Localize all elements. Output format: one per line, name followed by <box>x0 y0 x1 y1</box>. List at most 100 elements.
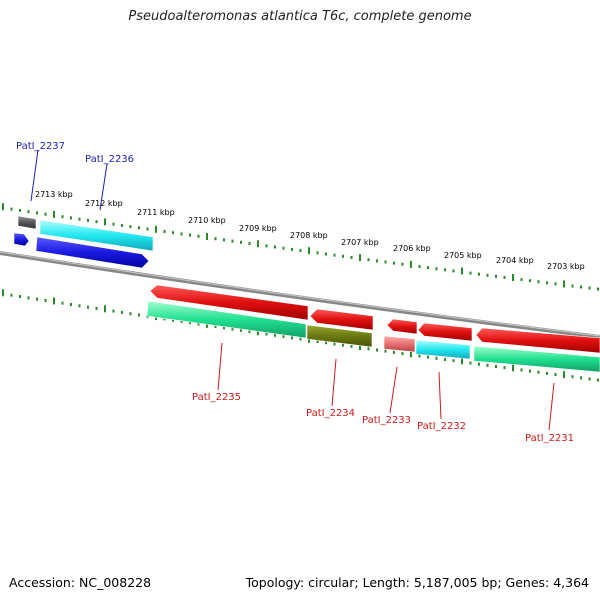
scale-label: 2704 kbp <box>496 256 534 265</box>
scale-tick <box>384 260 387 264</box>
forward-strand-features <box>13 215 154 269</box>
scale-tick <box>469 271 472 275</box>
scale-tick <box>2 203 4 211</box>
scale-tick <box>520 368 523 372</box>
scale-tick <box>537 280 540 284</box>
cds-feature-red-2231[interactable] <box>475 327 600 354</box>
gene-label-patI-2231[interactable]: PatI_2231 <box>525 433 574 444</box>
scale-tick <box>350 344 353 348</box>
scale-tick <box>223 238 225 242</box>
scale-tick <box>520 278 523 282</box>
scale-tick <box>282 246 285 250</box>
scale-tick <box>427 266 429 270</box>
gene-label-patI-2235[interactable]: PatI_2235 <box>192 392 241 403</box>
genome-backbone <box>0 251 600 339</box>
scale-tick <box>512 364 514 372</box>
accession-text: Accession: NC_008228 <box>9 575 152 590</box>
scale-tick <box>19 208 21 212</box>
scale-tick <box>554 282 557 286</box>
scale-tick <box>248 242 251 245</box>
scale-tick <box>571 284 574 288</box>
scale-tick <box>529 279 531 283</box>
scale-tick <box>180 232 183 236</box>
gene-label-patI-2237[interactable]: PatI_2237 <box>16 141 65 152</box>
scale-tick <box>87 305 89 309</box>
gene-label-patI-2233[interactable]: PatI_2233 <box>362 415 411 426</box>
cds-feature-pink-2233[interactable] <box>383 335 416 353</box>
scale-tick <box>495 274 497 278</box>
scale-tick <box>546 281 548 285</box>
scale-tick <box>104 218 106 226</box>
cds-feature-green-2235[interactable] <box>146 300 307 339</box>
scale-tick <box>36 211 38 215</box>
scale-label: 2703 kbp <box>547 262 585 271</box>
scale-label: 2709 kbp <box>239 224 277 233</box>
scale-tick <box>376 348 378 352</box>
scale-tick <box>410 350 412 358</box>
scale-tick <box>70 303 72 306</box>
cds-feature-green-2231[interactable] <box>473 345 600 373</box>
scale-tick <box>529 369 531 373</box>
scale-tick <box>180 319 183 323</box>
cds-feature-red-2235[interactable] <box>149 284 309 321</box>
scale-tick <box>27 210 30 214</box>
gene-label-patI-2234[interactable]: PatI_2234 <box>306 408 355 419</box>
scale-tick <box>172 318 174 322</box>
scale-tick <box>291 336 293 340</box>
scale-tick <box>2 289 4 297</box>
cds-feature-blue-small[interactable] <box>13 232 30 247</box>
cds-feature-blue[interactable] <box>35 236 150 269</box>
scale-tick <box>478 272 480 276</box>
scale-tick <box>240 240 242 244</box>
scale-tick <box>257 328 259 336</box>
scale-tick <box>444 358 446 361</box>
cds-feature-cyan[interactable] <box>39 219 154 252</box>
scale-tick <box>580 376 582 380</box>
scale-tick <box>469 361 472 365</box>
scale-tick <box>367 347 370 351</box>
gene-label-patI-2232[interactable]: PatI_2232 <box>417 421 466 432</box>
scale-tick <box>274 245 276 249</box>
cds-feature-olive-2234[interactable] <box>306 324 373 348</box>
cds-feature-red-2233[interactable] <box>386 318 418 335</box>
scale-tick <box>163 230 166 233</box>
scale-tick <box>129 312 132 316</box>
scale-tick <box>121 310 123 314</box>
scale-tick <box>78 304 81 308</box>
scale-label: 2710 kbp <box>188 216 226 225</box>
cds-feature-red-2232[interactable] <box>417 322 473 342</box>
scale-label: 2713 kbp <box>35 190 73 199</box>
scale-tick <box>435 356 438 360</box>
scale-tick <box>282 335 285 339</box>
scale-tick <box>138 226 140 230</box>
scale-label: 2712 kbp <box>85 199 123 208</box>
scale-tick <box>44 299 47 302</box>
scale-tick <box>129 225 132 229</box>
scale-tick <box>265 332 268 336</box>
scale-tick <box>223 326 225 330</box>
scale-tick <box>248 330 251 334</box>
scale-tick <box>197 322 200 326</box>
gene-label-patI-2236[interactable]: PatI_2236 <box>85 154 134 165</box>
scale-tick <box>401 352 404 356</box>
scale-tick <box>240 328 242 332</box>
scale-tick <box>554 373 557 376</box>
scale-label: 2705 kbp <box>444 251 482 260</box>
cds-feature-red-2234[interactable] <box>309 308 374 331</box>
genome-summary-text: Topology: circular; Length: 5,187,005 bp… <box>245 575 589 590</box>
scale-tick <box>95 220 98 224</box>
scale-tick <box>427 355 429 359</box>
scale-tick <box>112 222 115 226</box>
scale-tick <box>299 337 302 341</box>
scale-tick <box>359 254 361 262</box>
scale-tick <box>172 231 174 235</box>
scale-tick <box>36 297 38 301</box>
scale-tick <box>163 317 166 321</box>
scale-tick <box>384 349 387 353</box>
scale-tick <box>503 275 506 279</box>
scale-tick <box>214 237 217 241</box>
scale-tick <box>580 285 582 289</box>
scale-tick <box>333 253 336 257</box>
cds-feature-gray[interactable] <box>17 215 37 230</box>
cds-feature-cyan-2232[interactable] <box>415 339 471 360</box>
